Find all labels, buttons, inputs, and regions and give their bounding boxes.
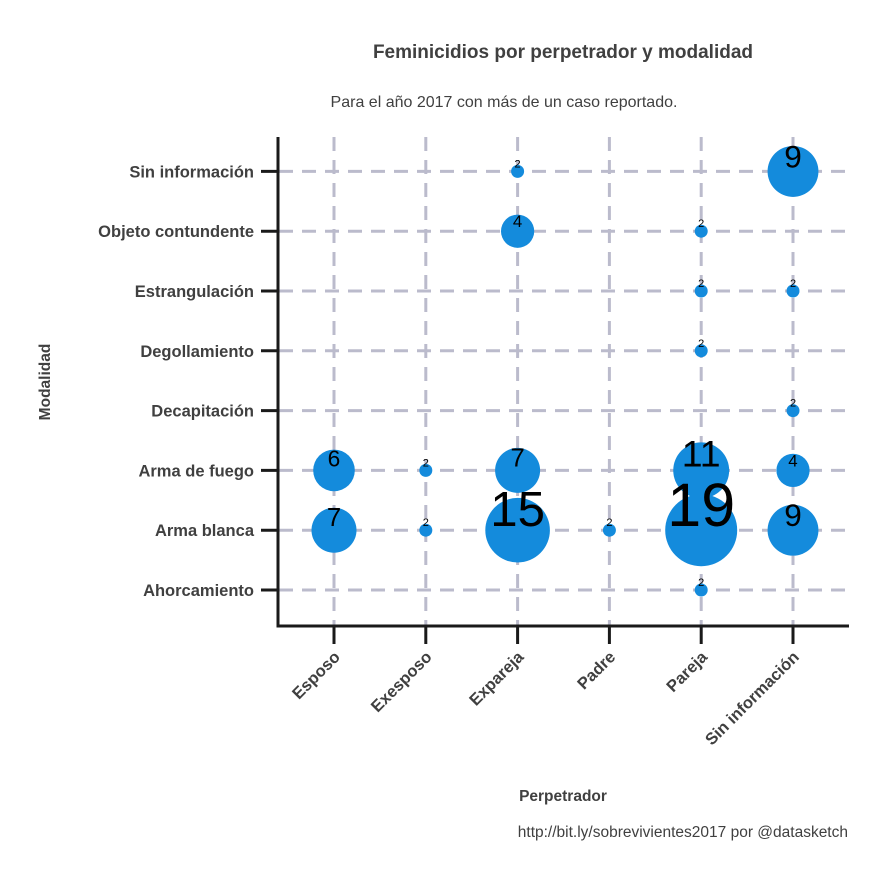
- data-point: [500, 214, 535, 248]
- data-label: 2: [790, 398, 796, 410]
- data-label: 2: [423, 517, 429, 529]
- data-point: [313, 449, 355, 492]
- data-point: [419, 523, 433, 537]
- data-point: [495, 447, 541, 493]
- chart-title: Feminicidios por perpetrador y modalidad: [373, 42, 753, 63]
- y-tick-label-sin-informacion: Sin información: [129, 163, 254, 181]
- data-label: 2: [606, 517, 612, 529]
- y-axis-title: Modalidad: [37, 344, 54, 421]
- data-label: 2: [423, 457, 429, 469]
- data-point: [665, 494, 738, 567]
- y-tick-label-estrangulacion: Estrangulación: [135, 283, 254, 301]
- data-label: 7: [327, 504, 341, 532]
- y-tick-label-objeto-contundente: Objeto contundente: [98, 223, 254, 241]
- x-tick-label-padre: Padre: [574, 648, 619, 693]
- data-label: 2: [698, 338, 704, 350]
- x-tick-label-esposo: Esposo: [289, 648, 344, 703]
- data-point: [485, 497, 550, 563]
- data-point: [694, 224, 708, 238]
- data-label: 15: [490, 482, 545, 537]
- y-tick-label-arma-blanca: Arma blanca: [155, 522, 255, 540]
- data-point: [673, 442, 730, 499]
- data-label: 2: [698, 577, 704, 589]
- data-label: 2: [698, 278, 704, 290]
- chart-caption: http://bit.ly/sobrevivientes2017 por @da…: [518, 824, 848, 841]
- data-point: [694, 344, 708, 358]
- data-point: [311, 507, 357, 553]
- data-point: [767, 145, 819, 197]
- y-tick-label-decapitacion: Decapitación: [151, 403, 254, 421]
- data-point: [776, 453, 810, 488]
- data-label: 2: [698, 218, 704, 230]
- data-label: 2: [515, 158, 521, 170]
- data-label: 7: [510, 444, 524, 472]
- y-axis-ticks: Ahorcamiento Arma blanca Arma de fuego Deca…: [98, 163, 278, 600]
- x-tick-label-expareja: Expareja: [466, 648, 528, 710]
- x-axis-title: Perpetrador: [519, 788, 607, 805]
- y-tick-label-ahorcamiento: Ahorcamiento: [143, 582, 254, 600]
- axes: [276, 137, 849, 628]
- chart-subtitle: Para el año 2017 con más de un caso repo…: [331, 94, 678, 111]
- y-tick-label-arma-de-fuego: Arma de fuego: [138, 462, 254, 480]
- data-point: [694, 583, 708, 597]
- data-point: [786, 404, 800, 418]
- data-label: 6: [328, 445, 341, 471]
- data-label: 9: [784, 138, 802, 174]
- data-label: 19: [667, 471, 735, 539]
- data-point: [767, 504, 819, 556]
- x-tick-label-sin-informacion: Sin información: [702, 648, 803, 749]
- data-label: 11: [682, 432, 721, 474]
- data-point: [786, 284, 800, 298]
- y-tick-label-degollamiento: Degollamiento: [140, 343, 254, 361]
- data-point: [602, 523, 616, 537]
- data-points: [311, 145, 819, 597]
- data-label: 4: [513, 212, 522, 231]
- x-tick-label-pareja: Pareja: [663, 648, 711, 696]
- grid-lines: [279, 137, 849, 626]
- data-label: 2: [790, 278, 796, 290]
- data-point: [694, 284, 708, 298]
- data-label: 4: [788, 451, 797, 470]
- data-label: 9: [784, 497, 802, 533]
- data-point: [511, 164, 525, 178]
- x-tick-label-exesposo: Exesposo: [368, 648, 436, 716]
- data-point: [419, 463, 433, 477]
